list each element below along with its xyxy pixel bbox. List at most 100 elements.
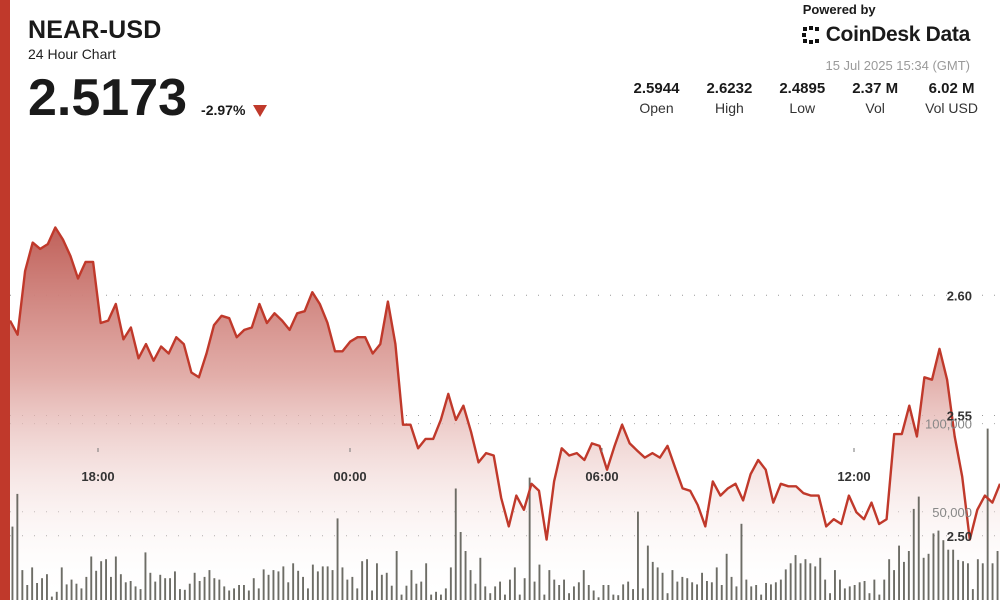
pair-title: NEAR-USD <box>28 16 162 44</box>
volume-bar <box>843 588 846 600</box>
volume-bar <box>789 563 792 600</box>
volume-bar <box>252 578 255 600</box>
brand-row: CoinDesk Data <box>801 23 970 47</box>
volume-bar <box>873 579 876 600</box>
price-change: -2.97% <box>201 102 246 118</box>
volume-bar <box>144 552 147 600</box>
volume-bar <box>449 567 452 600</box>
volume-bar <box>612 594 615 600</box>
volume-bar <box>371 590 373 600</box>
volume-bar <box>410 570 413 600</box>
volume-bar <box>646 545 649 600</box>
volume-bar <box>922 557 925 600</box>
volume-bar <box>947 549 950 600</box>
volume-bar <box>385 572 388 600</box>
volume-bar <box>568 593 570 600</box>
volume-bar <box>164 578 167 600</box>
volume-bar <box>641 588 644 600</box>
volume-bar <box>499 581 501 600</box>
volume-bar <box>213 578 216 600</box>
volume-bar <box>282 566 285 600</box>
volume-bar <box>597 597 600 600</box>
price-row: 2.5173 -2.97% <box>28 70 268 126</box>
volume-bar <box>223 586 226 600</box>
volume-bar <box>937 530 940 600</box>
volume-bar <box>651 561 654 600</box>
stat-label: Vol USD <box>925 100 978 116</box>
volume-bar <box>952 549 955 600</box>
volume-bar <box>563 579 565 600</box>
volume-bar <box>701 572 703 600</box>
volume-bar <box>218 579 221 600</box>
volume-bar <box>577 582 580 600</box>
volume-bar <box>390 585 393 600</box>
volume-bar <box>50 596 53 600</box>
volume-bar <box>90 556 93 600</box>
volume-bar <box>159 574 162 600</box>
stat-label: Vol <box>865 100 885 116</box>
volume-bar <box>799 563 802 600</box>
volume-bar <box>292 563 295 600</box>
volume-bar <box>686 578 689 600</box>
volume-bar <box>553 579 556 600</box>
price-line <box>8 226 1000 541</box>
volume-bar <box>706 581 708 600</box>
volume-bar <box>509 579 511 600</box>
volume-bar <box>927 553 930 600</box>
volume-bar <box>346 579 349 600</box>
volume-bar <box>31 567 34 600</box>
volume-bar <box>105 559 107 600</box>
y-tick-label: 2.60 <box>947 288 972 303</box>
price-area <box>10 227 1000 600</box>
stat-low: 2.4895 Low <box>779 80 825 116</box>
volume-bar <box>617 595 620 600</box>
volume-bar <box>853 585 856 600</box>
volume-bar <box>188 583 191 600</box>
volume-bar <box>523 578 526 600</box>
volume-bar <box>277 571 280 600</box>
volume-bar <box>489 593 492 600</box>
stat-value: 2.37 M <box>852 80 899 97</box>
volume-bar <box>971 589 974 600</box>
volume-bar <box>681 576 684 600</box>
volume-bar <box>632 589 634 600</box>
stat-open: 2.5944 Open <box>634 80 680 116</box>
volume-bar <box>114 556 117 600</box>
volume-bar <box>400 594 403 600</box>
volume-bar <box>839 579 841 600</box>
x-tick-label: 06:00 <box>585 469 618 484</box>
volume-bar <box>179 589 181 600</box>
volume-bar <box>430 594 433 600</box>
volume-bar <box>326 566 329 600</box>
volume-bar <box>829 593 831 600</box>
stat-value: 2.4895 <box>779 80 826 97</box>
volume-bar <box>996 551 999 600</box>
powered-by-label: Powered by <box>802 2 876 17</box>
volume-bar <box>893 570 895 600</box>
x-tick-label: 00:00 <box>333 469 366 484</box>
volume-bar <box>912 508 915 600</box>
x-axis-ticks: 18:00 00:00 06:00 12:00 <box>81 448 871 484</box>
volume-bar <box>725 553 728 600</box>
volume-bar <box>484 586 487 600</box>
volume-bar <box>208 570 211 600</box>
volume-bar <box>16 493 19 600</box>
volume-bar <box>666 593 669 600</box>
volume-bar <box>991 563 994 600</box>
volume-bars <box>11 428 999 600</box>
volume-tick-label: 100,000 <box>925 417 972 432</box>
volume-bar <box>942 540 945 600</box>
volume-bar <box>444 588 447 600</box>
chart-header: NEAR-USD 24 Hour Chart <box>28 16 162 62</box>
y-tick-label: 2.50 <box>947 529 972 544</box>
volume-bar <box>627 581 630 600</box>
volume-bar <box>750 586 753 600</box>
volume-bar <box>474 583 477 600</box>
x-tick-label: 18:00 <box>81 469 114 484</box>
stat-vol: 2.37 M Vol <box>852 80 898 116</box>
volume-bar <box>11 526 14 600</box>
volume-bar <box>361 561 364 600</box>
volume-bar <box>380 574 383 600</box>
volume-bar <box>888 559 891 600</box>
volume-bar <box>351 576 354 600</box>
